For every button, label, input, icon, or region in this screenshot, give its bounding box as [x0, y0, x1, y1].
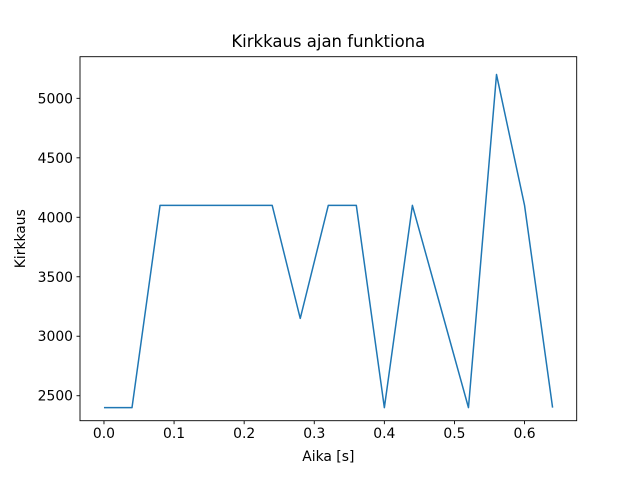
y-tick-label: 3500	[38, 270, 73, 286]
y-tick-label: 2500	[38, 389, 73, 405]
y-tick-label: 3000	[38, 329, 73, 345]
chart-title: Kirkkaus ajan funktiona	[231, 32, 425, 51]
x-tick-label: 0.2	[233, 426, 255, 442]
x-tick-label: 0.6	[514, 426, 536, 442]
y-tick-label: 4000	[38, 210, 73, 226]
y-axis-label: Kirkkaus	[13, 209, 29, 268]
x-tick-label: 0.1	[163, 426, 185, 442]
y-tick-label: 4500	[38, 151, 73, 167]
x-tick-label: 0.5	[443, 426, 465, 442]
x-tick-label: 0.3	[303, 426, 325, 442]
plot-area: 0.0 0.1 0.2 0.3 0.4 0.5 0.6 2500 3000 3500 4000 450…	[38, 56, 578, 442]
x-tick-label: 0.0	[93, 426, 115, 442]
brightness-series-line	[103, 73, 554, 409]
x-tick-label: 0.4	[373, 426, 395, 442]
y-tick-label: 5000	[38, 91, 73, 107]
axes-spines	[79, 56, 578, 422]
x-axis-label: Aika [s]	[302, 449, 354, 465]
